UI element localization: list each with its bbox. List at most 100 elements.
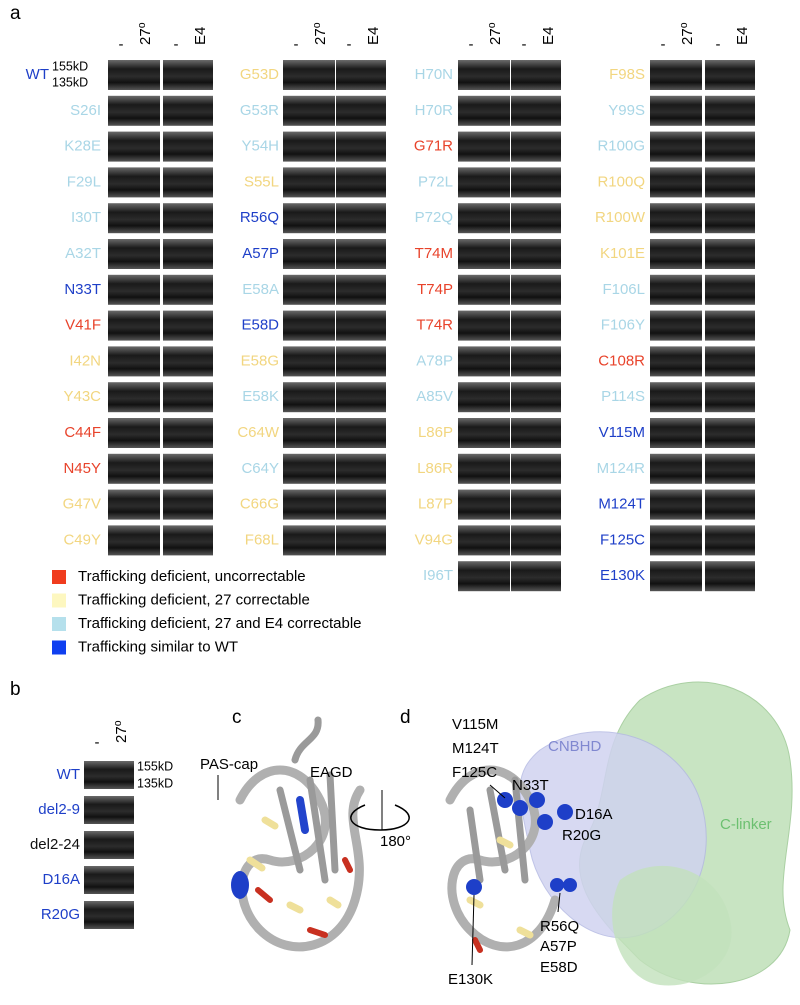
mutant-label: K101E <box>600 245 645 262</box>
blot <box>283 346 335 377</box>
blot <box>336 525 386 556</box>
blot <box>283 382 335 413</box>
annotation: D16A <box>575 806 613 823</box>
blot <box>705 131 755 162</box>
size-marker: 135kD <box>137 776 173 790</box>
rotation-arrow <box>350 804 410 831</box>
blot <box>705 561 755 592</box>
panel-label: a <box>10 3 21 24</box>
blot <box>283 418 335 448</box>
blot <box>283 203 335 234</box>
annotation: CNBHD <box>548 738 602 755</box>
blot <box>705 525 755 556</box>
annotation: N33T <box>512 777 549 794</box>
mutant-label: G53D <box>240 66 279 83</box>
blot <box>283 310 335 341</box>
mutant-label: F125C <box>600 531 645 548</box>
blot <box>163 60 213 90</box>
lane-header: 27⁰ <box>487 22 504 45</box>
mutant-label: S26I <box>70 102 101 119</box>
mutant-label: S55L <box>244 173 279 190</box>
lane-header: - <box>347 36 352 53</box>
annotation: E130K <box>448 971 493 988</box>
blot <box>458 489 510 520</box>
blot <box>163 382 213 413</box>
mutant-label: G71R <box>414 138 453 155</box>
blot <box>511 95 561 126</box>
mutant-label: G47V <box>63 496 101 513</box>
mutant-label: M124R <box>597 460 646 477</box>
blot <box>108 525 160 556</box>
mutant-label: C64W <box>237 424 280 441</box>
mutant-label: I30T <box>71 209 101 226</box>
annotation: 180° <box>380 833 411 850</box>
lane-header: - <box>469 36 474 53</box>
lane-header: - <box>294 36 299 53</box>
lane-header: - <box>174 36 179 53</box>
size-marker: 135kD <box>52 75 88 89</box>
blot <box>511 382 561 413</box>
blot <box>163 203 213 234</box>
mutant-label: E58A <box>242 281 279 298</box>
blot <box>108 418 160 448</box>
blot <box>163 418 213 448</box>
blot <box>283 95 335 126</box>
lane-header: - <box>95 734 100 751</box>
blot <box>511 561 561 592</box>
blot <box>511 239 561 269</box>
blot <box>650 561 702 592</box>
legend-text: Trafficking similar to WT <box>78 638 238 655</box>
blot <box>283 167 335 198</box>
protein-ribbon <box>445 765 560 953</box>
blot <box>108 310 160 341</box>
blot <box>458 167 510 198</box>
construct-label: D16A <box>42 871 80 888</box>
protein-ribbon <box>231 716 365 952</box>
mutant-label: Y43C <box>63 388 101 405</box>
mutant-label: R56Q <box>240 209 279 226</box>
annotation: A57P <box>540 938 577 955</box>
blot <box>650 239 702 269</box>
lane-header: 27⁰ <box>137 22 154 45</box>
blot <box>108 203 160 234</box>
blot <box>458 95 510 126</box>
blot <box>650 131 702 162</box>
mutant-label: T74P <box>417 281 453 298</box>
mutant-label: F68L <box>245 531 279 548</box>
blot <box>705 274 755 305</box>
legend-swatch <box>52 593 66 608</box>
blot <box>108 239 160 269</box>
blot <box>650 525 702 556</box>
mutant-label: L87P <box>418 496 453 513</box>
blot <box>511 489 561 520</box>
mutant-label: P72L <box>418 173 453 190</box>
blot <box>283 131 335 162</box>
blot <box>283 453 335 484</box>
mutant-label: M124T <box>598 496 645 513</box>
annotation: PAS-cap <box>200 756 258 773</box>
lane-header: - <box>522 36 527 53</box>
blot <box>511 167 561 198</box>
lane-header: E4 <box>365 27 382 45</box>
blot <box>511 203 561 234</box>
blot <box>650 346 702 377</box>
mutant-label: E130K <box>600 567 645 584</box>
mutant-label: P72Q <box>415 209 453 226</box>
blot <box>283 489 335 520</box>
mutant-label: E58D <box>241 317 279 334</box>
lane-header: 27⁰ <box>679 22 696 45</box>
mutant-label: C49Y <box>63 531 101 548</box>
mutant-label: F29L <box>67 173 101 190</box>
blot <box>163 239 213 269</box>
lane-header: E4 <box>734 27 751 45</box>
blot <box>705 60 755 90</box>
lane-header: 27⁰ <box>312 22 329 45</box>
mutant-label: C44F <box>64 424 101 441</box>
blot <box>511 60 561 90</box>
blot <box>163 274 213 305</box>
mutation-sphere <box>466 792 577 895</box>
blot <box>336 60 386 90</box>
annotation: R20G <box>562 827 601 844</box>
blot <box>705 167 755 198</box>
mutant-label: V94G <box>415 531 453 548</box>
